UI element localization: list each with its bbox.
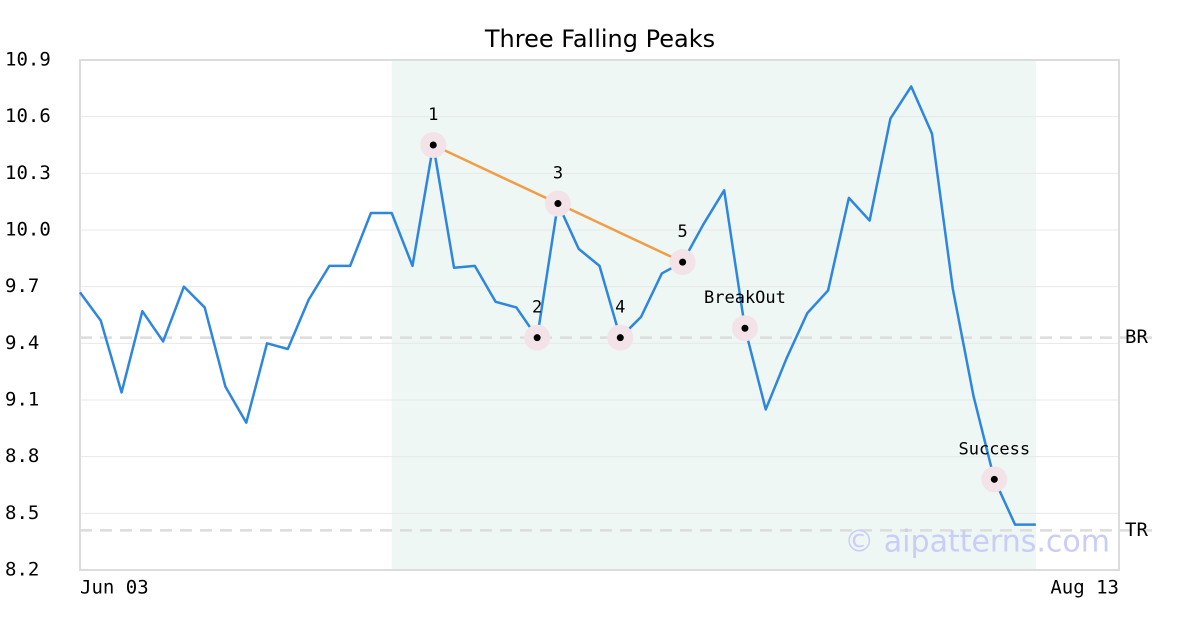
y-tick-label: 9.7 — [5, 275, 39, 297]
y-tick-label: 8.5 — [5, 502, 39, 524]
point-marker — [679, 258, 687, 266]
watermark: © aipatterns.com — [844, 525, 1110, 560]
y-tick-label: 9.4 — [5, 332, 39, 354]
x-tick-label: Aug 13 — [1050, 577, 1119, 599]
point-label: BreakOut — [704, 288, 786, 308]
point-marker — [554, 200, 562, 208]
y-tick-label: 8.8 — [5, 445, 39, 467]
point-label: 3 — [553, 164, 563, 184]
point-marker — [741, 324, 749, 332]
point-marker — [990, 475, 998, 483]
point-marker — [533, 334, 541, 342]
point-label: 2 — [532, 298, 542, 318]
y-tick-label: 10.0 — [5, 219, 51, 241]
point-label: Success — [958, 439, 1030, 459]
level-label: TR — [1125, 519, 1148, 541]
y-tick-label: 9.1 — [5, 389, 39, 411]
level-label: BR — [1125, 326, 1148, 348]
chart-title: Three Falling Peaks — [484, 25, 715, 53]
y-tick-label: 10.6 — [5, 105, 51, 127]
x-tick-label: Jun 03 — [80, 577, 149, 599]
highlight-region — [391, 60, 1036, 570]
plot-frame — [79, 59, 1120, 571]
point-label: 4 — [615, 298, 625, 318]
point-marker — [616, 334, 624, 342]
point-label: 5 — [677, 222, 687, 242]
y-tick-label: 10.3 — [5, 162, 51, 184]
y-tick-label: 10.9 — [5, 49, 51, 71]
y-tick-label: 8.2 — [5, 559, 39, 581]
point-marker — [429, 141, 437, 149]
point-label: 1 — [428, 105, 438, 125]
